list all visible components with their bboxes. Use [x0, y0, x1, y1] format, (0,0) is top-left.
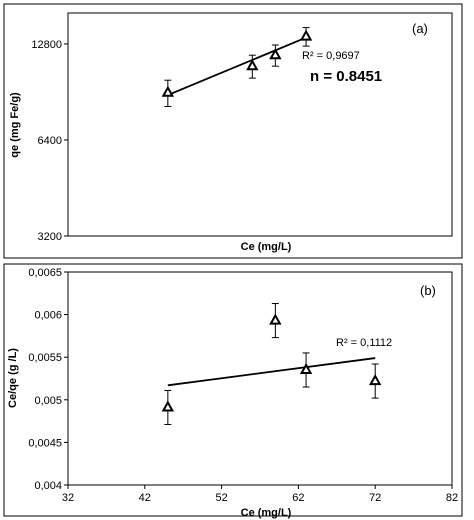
panel-b-x-axis-label: Ce (mg/L): [241, 507, 292, 519]
panel-a-point-marker: [269, 48, 282, 60]
panel-a-plot-area: [67, 12, 453, 237]
panel-b-x-tick-label: 32: [62, 492, 74, 504]
panel-a-point-marker: [246, 59, 259, 71]
panel-a-r2-annotation: R² = 0,9697: [302, 50, 360, 62]
panel-b-y-axis-label: Ce/qe (g /L): [7, 348, 19, 408]
panel-b: 0,004 0,0045 0,005 0,0055 0,006 0,0065 32 42 52…: [3, 263, 463, 519]
panel-b-trendline-group: [167, 357, 376, 387]
panel-a-y-ticks: 3200 6400 12800: [31, 39, 68, 243]
panel-b-r2-annotation: R² = 0,1112: [336, 337, 392, 349]
panel-a-y-tick-label: 12800: [31, 39, 62, 51]
panel-a-y-axis-label: qe (mg Fe/g): [9, 92, 21, 158]
panel-b-frame: [3, 263, 463, 517]
panel-a-label: (a): [412, 21, 428, 36]
panel-b-label: (b): [420, 283, 436, 298]
panel-a-trendline-group: [167, 36, 307, 96]
panel-b-x-tick-label: 72: [369, 492, 381, 504]
panel-b-y-tick-label: 0,0055: [28, 352, 62, 364]
panel-b-y-tick-label: 0,004: [34, 480, 62, 492]
panel-b-y-ticks: 0,004 0,0045 0,005 0,0055 0,006 0,0065: [28, 267, 68, 492]
panel-a-frame: [3, 3, 463, 259]
panel-b-trendline: [167, 357, 376, 387]
panel-b-y-tick-label: 0,005: [34, 395, 62, 407]
panel-a-point-marker: [161, 85, 175, 97]
panel-b-point-marker: [269, 313, 282, 325]
panel-b-point-marker: [299, 362, 313, 375]
panel-b-x-ticks: 32 42 52 62 72 82: [62, 485, 458, 504]
panel-a-y-tick-label: 3200: [38, 231, 62, 243]
panel-b-y-tick-label: 0,0045: [28, 437, 62, 449]
panel-b-y-tick-label: 0,0065: [28, 267, 62, 279]
panel-b-x-tick-label: 42: [139, 492, 151, 504]
panel-a-n-annotation: n = 0.8451: [310, 68, 382, 85]
panel-b-points: [161, 303, 382, 426]
panel-a-y-tick-label: 6400: [38, 135, 62, 147]
panel-b-x-tick-label: 62: [292, 492, 304, 504]
panel-b-plot-area: [67, 271, 453, 486]
panel-b-y-tick-label: 0,006: [34, 310, 62, 322]
panel-b-point-marker: [161, 400, 175, 412]
panel-a-x-axis-label: Ce (mg/L): [241, 241, 292, 253]
panel-a-points: [161, 27, 313, 107]
panel-b-x-tick-label: 82: [446, 492, 458, 504]
panel-a-point-marker: [299, 29, 313, 41]
panel-b-x-tick-label: 52: [215, 492, 227, 504]
panel-a: 3200 6400 12800 (a) R² = 0,9697 n = 0.8451…: [3, 3, 463, 259]
panel-b-point-marker: [369, 373, 382, 386]
panel-a-trendline: [167, 36, 307, 96]
